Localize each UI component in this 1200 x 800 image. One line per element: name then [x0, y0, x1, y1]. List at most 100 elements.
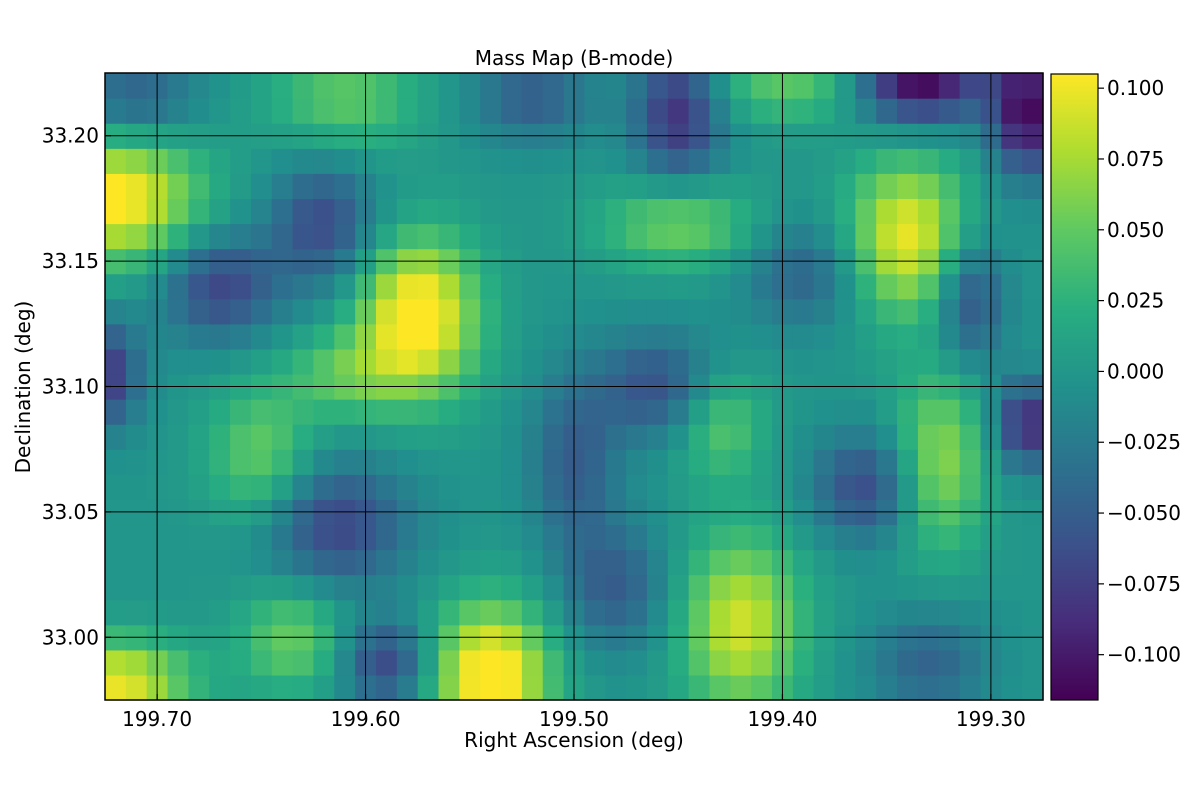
- heatmap-cell: [292, 298, 315, 325]
- heatmap-cell: [855, 348, 877, 375]
- heatmap-cell: [417, 148, 440, 174]
- heatmap-cell: [709, 173, 731, 199]
- heatmap-cell: [396, 323, 419, 350]
- heatmap-cell: [459, 474, 481, 500]
- heatmap-cell: [605, 323, 627, 350]
- heatmap-cell: [688, 273, 711, 300]
- heatmap-cell: [105, 474, 127, 500]
- heatmap-cell: [730, 474, 752, 500]
- heatmap-cell: [646, 399, 669, 425]
- heatmap-cell: [876, 323, 898, 350]
- heatmap-cell: [375, 323, 398, 350]
- heatmap-cell: [271, 148, 294, 174]
- heatmap-cell: [876, 273, 898, 300]
- heatmap-cell: [396, 574, 419, 601]
- heatmap-cell: [667, 524, 690, 551]
- heatmap-cell: [250, 424, 273, 450]
- heatmap-cell: [480, 549, 502, 576]
- heatmap-cell: [334, 574, 356, 601]
- heatmap-cell: [521, 399, 544, 425]
- heatmap-cell: [688, 449, 711, 475]
- x-tick-label: 199.30: [956, 707, 1026, 731]
- heatmap-cell: [917, 348, 940, 375]
- heatmap-cell: [709, 449, 731, 475]
- heatmap-cell: [501, 424, 523, 450]
- heatmap-cell: [396, 148, 419, 174]
- heatmap-cell: [876, 98, 898, 124]
- heatmap-cell: [125, 223, 148, 250]
- heatmap-cell: [834, 223, 856, 250]
- heatmap-cell: [792, 574, 815, 601]
- heatmap-cell: [501, 649, 523, 676]
- heatmap-cell: [605, 674, 627, 701]
- heatmap-cell: [730, 323, 752, 350]
- heatmap-cell: [730, 649, 752, 676]
- heatmap-cell: [271, 323, 294, 350]
- heatmap-cell: [271, 198, 294, 225]
- heatmap-cell: [438, 424, 460, 450]
- heatmap-cell: [105, 424, 127, 450]
- heatmap-cell: [542, 73, 565, 99]
- heatmap-cell: [751, 173, 773, 199]
- heatmap-cell: [813, 298, 836, 325]
- heatmap-cell: [250, 148, 273, 174]
- heatmap-cell: [438, 599, 460, 626]
- heatmap-cell: [501, 399, 523, 425]
- heatmap-cell: [167, 674, 189, 701]
- colorbar-tick-label: −0.050: [1107, 501, 1181, 525]
- heatmap-cell: [125, 298, 148, 325]
- heatmap-cell: [646, 474, 669, 500]
- heatmap-cell: [125, 148, 148, 174]
- heatmap-cell: [188, 198, 210, 225]
- heatmap-cell: [480, 449, 502, 475]
- heatmap-cell: [834, 649, 856, 676]
- heatmap-cell: [375, 73, 398, 99]
- heatmap-cell: [1022, 298, 1044, 325]
- heatmap-cell: [584, 298, 606, 325]
- heatmap-cell: [501, 524, 523, 551]
- heatmap-cell: [167, 298, 189, 325]
- heatmap-cell: [292, 474, 315, 500]
- heatmap-cell: [209, 574, 231, 601]
- heatmap-cell: [501, 574, 523, 601]
- heatmap-cell: [209, 73, 231, 99]
- heatmap-cell: [876, 524, 898, 551]
- heatmap-cell: [417, 449, 440, 475]
- heatmap-cell: [230, 549, 252, 576]
- heatmap-cell: [480, 273, 502, 300]
- heatmap-cell: [438, 173, 460, 199]
- heatmap-cell: [480, 524, 502, 551]
- heatmap-cell: [417, 273, 440, 300]
- heatmap-cell: [626, 173, 648, 199]
- heatmap-cell: [751, 574, 773, 601]
- heatmap-cell: [646, 524, 669, 551]
- heatmap-cell: [167, 474, 189, 500]
- heatmap-cell: [876, 198, 898, 225]
- heatmap-cell: [584, 73, 606, 99]
- heatmap-cell: [521, 323, 544, 350]
- heatmap-cell: [334, 674, 356, 701]
- heatmap-cell: [938, 399, 961, 425]
- heatmap-cell: [521, 148, 544, 174]
- heatmap-cell: [813, 449, 836, 475]
- heatmap-cell: [834, 148, 856, 174]
- heatmap-cell: [313, 574, 335, 601]
- heatmap-cell: [438, 524, 460, 551]
- heatmap-cell: [730, 399, 752, 425]
- heatmap-cell: [1001, 574, 1023, 601]
- heatmap-cell: [501, 348, 523, 375]
- heatmap-cell: [125, 323, 148, 350]
- heatmap-cell: [230, 173, 252, 199]
- heatmap-cell: [542, 674, 565, 701]
- heatmap-cell: [813, 348, 836, 375]
- heatmap-cell: [271, 649, 294, 676]
- heatmap-cell: [209, 223, 231, 250]
- heatmap-cell: [542, 273, 565, 300]
- heatmap-cell: [876, 574, 898, 601]
- heatmap-cell: [938, 549, 961, 576]
- heatmap-cell: [167, 98, 189, 124]
- heatmap-cell: [230, 98, 252, 124]
- heatmap-cell: [313, 424, 335, 450]
- x-tick-label: 199.50: [539, 707, 609, 731]
- heatmap-cell: [605, 348, 627, 375]
